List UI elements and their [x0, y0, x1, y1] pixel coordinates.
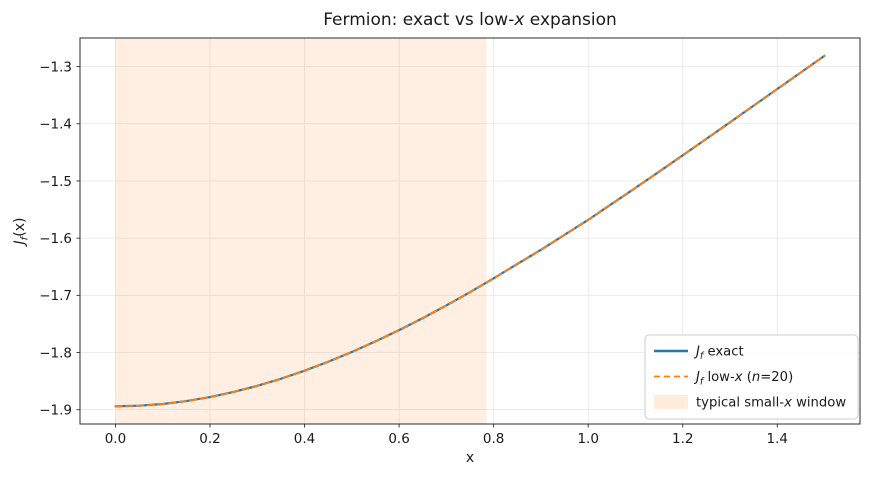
- axes-spines: [79, 37, 861, 425]
- y-tick-label: −1.6: [39, 231, 72, 247]
- legend-patch-swatch: [654, 395, 688, 409]
- x-tick-label: 1.2: [672, 431, 693, 447]
- chart-title: Fermion: exact vs low-x expansion: [323, 10, 617, 30]
- legend-label: Jf low-x (n=20): [693, 370, 793, 387]
- legend-label: Jf exact: [693, 345, 744, 362]
- x-tick-label: 1.0: [577, 431, 598, 447]
- y-tick-label: −1.9: [39, 403, 72, 419]
- legend-box: [644, 334, 859, 420]
- y-tick-label: −1.3: [39, 59, 72, 75]
- y-tick-label: −1.5: [39, 174, 72, 190]
- tick-labels: 0.0 0.2 0.4 0.6 0.8 1.0 1.2 1.4 −1.9 −1.8 −1.7 −1.6…: [39, 59, 788, 447]
- legend: Jf exact Jf low-x (n=20) typical small-x w…: [644, 334, 859, 420]
- x-tick-label: 0.4: [294, 431, 315, 447]
- y-axis-label: Jf(x): [12, 218, 30, 248]
- y-tick-label: −1.7: [39, 288, 72, 304]
- legend-label: typical small-x window: [696, 396, 846, 411]
- y-tick-label: −1.4: [39, 117, 72, 133]
- series-line-low-x: [114, 54, 826, 408]
- x-tick-label: 1.4: [767, 431, 788, 447]
- x-axis-label: x: [466, 450, 474, 466]
- x-tick-label: 0.6: [388, 431, 409, 447]
- x-tick-label: 0.2: [199, 431, 220, 447]
- x-tick-label: 0.8: [483, 431, 504, 447]
- x-tick-label: 0.0: [105, 431, 126, 447]
- y-tick-label: −1.8: [39, 345, 72, 361]
- small-x-window-band: [115, 38, 487, 424]
